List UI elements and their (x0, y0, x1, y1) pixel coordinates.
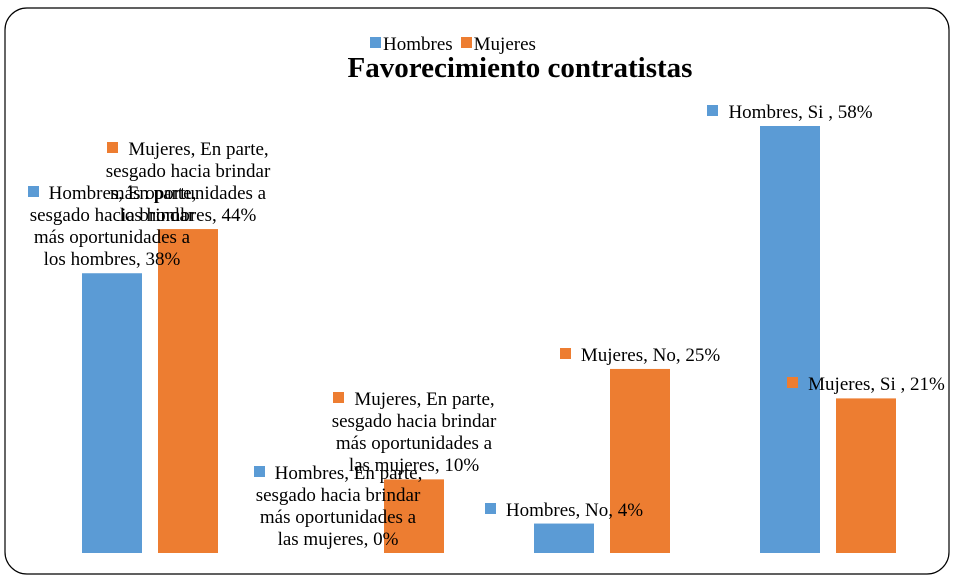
data-label: Hombres, En parte, sesgado hacia brindar… (27, 183, 197, 271)
data-label: Mujeres, Si , 21% (781, 374, 951, 396)
data-label: Hombres, En parte, sesgado hacia brindar… (253, 463, 423, 551)
label-text: Hombres, En parte, sesgado hacia brindar… (255, 463, 423, 550)
bar (836, 398, 896, 553)
legend-item: Hombres (370, 34, 453, 55)
label-key (107, 142, 119, 154)
legend-key (370, 37, 381, 48)
bar (384, 479, 444, 553)
label-key (707, 105, 719, 116)
label-text: Mujeres, Si , 21% (808, 374, 945, 396)
bar (760, 126, 820, 553)
legend: Hombres Mujeres (370, 34, 544, 56)
data-label: Mujeres, No, 25% (555, 345, 725, 367)
label-key (484, 502, 496, 514)
data-label: Hombres, Si , 58% (705, 102, 875, 124)
chart-border (4, 7, 950, 575)
legend-label: Mujeres (473, 34, 536, 55)
legend-label: Hombres (383, 34, 453, 55)
chart-title: Favorecimiento contratistas (347, 52, 693, 84)
label-text: Mujeres, En parte, sesgado hacia brindar… (105, 139, 271, 227)
label-text: Mujeres, En parte, sesgado hacia brindar… (331, 389, 497, 477)
data-label: Mujeres, En parte, sesgado hacia brindar… (103, 139, 273, 227)
label-key (27, 186, 39, 198)
label-key (253, 466, 265, 477)
label-text: Mujeres, No, 25% (580, 344, 721, 366)
label-key (559, 347, 571, 359)
bar (82, 273, 142, 553)
label-text: Hombres, No, 4% (505, 499, 644, 521)
bar (534, 523, 594, 553)
legend-item: Mujeres (460, 34, 536, 55)
data-label: Hombres, No, 4% (479, 500, 649, 522)
label-key (787, 377, 799, 389)
bar (158, 229, 218, 553)
data-label: Mujeres, En parte, sesgado hacia brindar… (329, 389, 499, 477)
label-key (333, 392, 345, 404)
label-text: Hombres, En parte, sesgado hacia brindar… (29, 183, 197, 271)
label-text: Hombres, Si , 58% (728, 102, 873, 123)
legend-key (460, 37, 472, 48)
bar (610, 368, 670, 553)
